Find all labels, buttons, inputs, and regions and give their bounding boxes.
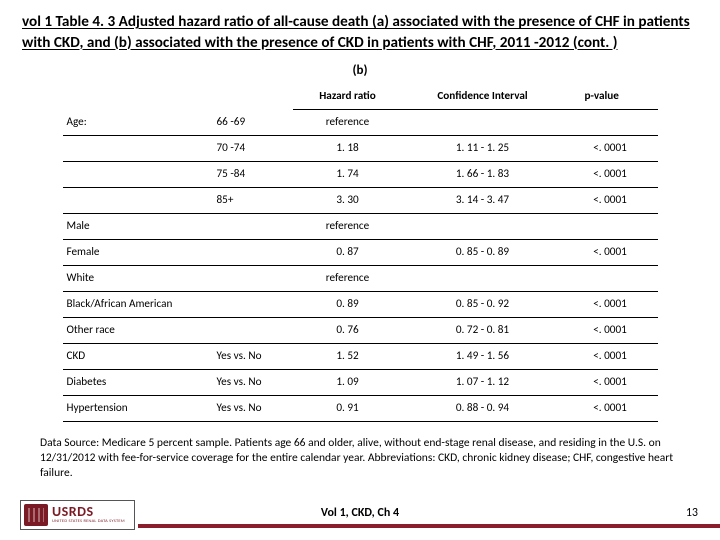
- row-label: CKD: [63, 344, 213, 370]
- cell-hr: 0. 76: [293, 318, 403, 344]
- row-sub: [213, 266, 293, 292]
- cell-p: [563, 110, 658, 136]
- cell-ci: 1. 11 - 1. 25: [403, 136, 563, 162]
- logo-full-name: UNITED STATES RENAL DATA SYSTEM: [52, 520, 125, 525]
- row-sub: [213, 292, 293, 318]
- page-number: 13: [686, 506, 698, 520]
- row-label: [63, 136, 213, 162]
- table-row: Black/African American 0. 89 0. 85 - 0. …: [63, 292, 658, 318]
- row-label: Female: [63, 240, 213, 266]
- row-sub: 85+: [213, 188, 293, 214]
- row-label: Diabetes: [63, 370, 213, 396]
- table-title: vol 1 Table 4. 3 Adjusted hazard ratio o…: [22, 12, 698, 53]
- row-sub: [213, 318, 293, 344]
- row-sub: 66 -69: [213, 110, 293, 136]
- col-confidence-interval: Confidence Interval: [403, 84, 563, 110]
- data-source-footnote: Data Source: Medicare 5 percent sample. …: [40, 436, 680, 481]
- row-sub: [213, 240, 293, 266]
- col-blank-2: [213, 84, 293, 110]
- table-row: Male reference: [63, 214, 658, 240]
- cell-p: <. 0001: [563, 136, 658, 162]
- col-p-value: p-value: [563, 84, 658, 110]
- cell-ci: 3. 14 - 3. 47: [403, 188, 563, 214]
- cell-ci: 1. 07 - 1. 12: [403, 370, 563, 396]
- table-body: Age: 66 -69 reference 70 -74 1. 18 1. 11…: [63, 110, 658, 422]
- cell-ci: 0. 72 - 0. 81: [403, 318, 563, 344]
- slide-footer: USRDS UNITED STATES RENAL DATA SYSTEM Vo…: [0, 502, 720, 540]
- cell-p: <. 0001: [563, 396, 658, 422]
- table-header-row: Hazard ratio Confidence Interval p-value: [63, 84, 658, 110]
- row-label: [63, 188, 213, 214]
- cell-p: [563, 266, 658, 292]
- cell-ci: [403, 266, 563, 292]
- cell-p: <. 0001: [563, 318, 658, 344]
- cell-ci: 0. 85 - 0. 89: [403, 240, 563, 266]
- col-hazard-ratio: Hazard ratio: [293, 84, 403, 110]
- cell-p: <. 0001: [563, 292, 658, 318]
- col-blank-1: [63, 84, 213, 110]
- table-row: 75 -84 1. 74 1. 66 - 1. 83 <. 0001: [63, 162, 658, 188]
- row-sub: Yes vs. No: [213, 396, 293, 422]
- row-sub: 75 -84: [213, 162, 293, 188]
- cell-hr: 0. 87: [293, 240, 403, 266]
- cell-hr: reference: [293, 110, 403, 136]
- row-label: Other race: [63, 318, 213, 344]
- row-sub: Yes vs. No: [213, 344, 293, 370]
- footer-center-text: Vol 1, CKD, Ch 4: [0, 506, 720, 520]
- table-row: Other race 0. 76 0. 72 - 0. 81 <. 0001: [63, 318, 658, 344]
- cell-hr: 0. 89: [293, 292, 403, 318]
- table-row: 85+ 3. 30 3. 14 - 3. 47 <. 0001: [63, 188, 658, 214]
- table-row: White reference: [63, 266, 658, 292]
- row-sub: 70 -74: [213, 136, 293, 162]
- cell-hr: 1. 74: [293, 162, 403, 188]
- row-sub: Yes vs. No: [213, 370, 293, 396]
- cell-hr: reference: [293, 214, 403, 240]
- table-row: Age: 66 -69 reference: [63, 110, 658, 136]
- cell-hr: reference: [293, 266, 403, 292]
- cell-hr: 1. 52: [293, 344, 403, 370]
- table-row: Female 0. 87 0. 85 - 0. 89 <. 0001: [63, 240, 658, 266]
- cell-ci: [403, 214, 563, 240]
- cell-p: <. 0001: [563, 344, 658, 370]
- panel-label-b: (b): [22, 63, 698, 78]
- row-label: White: [63, 266, 213, 292]
- row-label: Male: [63, 214, 213, 240]
- cell-p: <. 0001: [563, 162, 658, 188]
- cell-hr: 0. 91: [293, 396, 403, 422]
- hazard-table-wrap: Hazard ratio Confidence Interval p-value…: [63, 84, 658, 422]
- cell-ci: 1. 49 - 1. 56: [403, 344, 563, 370]
- hazard-table: Hazard ratio Confidence Interval p-value…: [63, 84, 658, 422]
- cell-p: <. 0001: [563, 370, 658, 396]
- cell-ci: 0. 85 - 0. 92: [403, 292, 563, 318]
- table-row: Diabetes Yes vs. No 1. 09 1. 07 - 1. 12 …: [63, 370, 658, 396]
- cell-ci: 1. 66 - 1. 83: [403, 162, 563, 188]
- row-label: Age:: [63, 110, 213, 136]
- slide: vol 1 Table 4. 3 Adjusted hazard ratio o…: [0, 0, 720, 540]
- cell-hr: 1. 09: [293, 370, 403, 396]
- table-row: 70 -74 1. 18 1. 11 - 1. 25 <. 0001: [63, 136, 658, 162]
- cell-hr: 3. 30: [293, 188, 403, 214]
- cell-p: <. 0001: [563, 240, 658, 266]
- row-label: Black/African American: [63, 292, 213, 318]
- row-label: Hypertension: [63, 396, 213, 422]
- table-row: Hypertension Yes vs. No 0. 91 0. 88 - 0.…: [63, 396, 658, 422]
- cell-p: <. 0001: [563, 188, 658, 214]
- row-label: [63, 162, 213, 188]
- cell-ci: 0. 88 - 0. 94: [403, 396, 563, 422]
- footer-accent-bar: [138, 524, 720, 528]
- table-row: CKD Yes vs. No 1. 52 1. 49 - 1. 56 <. 00…: [63, 344, 658, 370]
- cell-ci: [403, 110, 563, 136]
- row-sub: [213, 214, 293, 240]
- cell-p: [563, 214, 658, 240]
- cell-hr: 1. 18: [293, 136, 403, 162]
